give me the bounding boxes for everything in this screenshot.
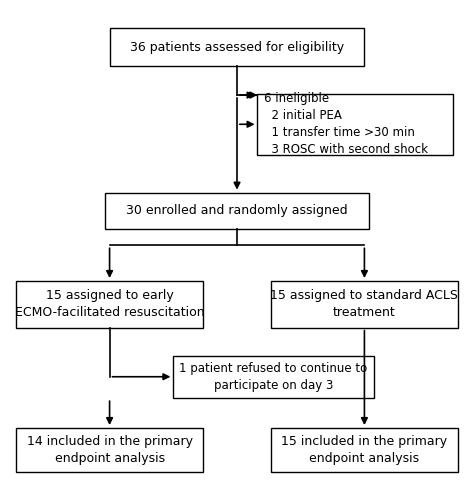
- Text: 15 included in the primary
endpoint analysis: 15 included in the primary endpoint anal…: [282, 435, 447, 465]
- Text: 15 assigned to early
ECMO-facilitated resuscitation: 15 assigned to early ECMO-facilitated re…: [15, 289, 204, 319]
- Text: 36 patients assessed for eligibility: 36 patients assessed for eligibility: [130, 40, 344, 54]
- FancyBboxPatch shape: [271, 428, 458, 472]
- FancyBboxPatch shape: [271, 281, 458, 328]
- Text: 1 patient refused to continue to
participate on day 3: 1 patient refused to continue to partici…: [179, 362, 367, 392]
- FancyBboxPatch shape: [257, 94, 453, 155]
- Text: 15 assigned to standard ACLS
treatment: 15 assigned to standard ACLS treatment: [271, 289, 458, 319]
- FancyBboxPatch shape: [105, 192, 369, 229]
- FancyBboxPatch shape: [16, 428, 203, 472]
- FancyBboxPatch shape: [109, 28, 365, 66]
- FancyBboxPatch shape: [173, 356, 374, 398]
- Text: 30 enrolled and randomly assigned: 30 enrolled and randomly assigned: [126, 204, 348, 217]
- Text: 6 ineligible
  2 initial PEA
  1 transfer time >30 min
  3 ROSC with second shoc: 6 ineligible 2 initial PEA 1 transfer ti…: [264, 92, 428, 156]
- FancyBboxPatch shape: [16, 281, 203, 328]
- Text: 14 included in the primary
endpoint analysis: 14 included in the primary endpoint anal…: [27, 435, 192, 465]
